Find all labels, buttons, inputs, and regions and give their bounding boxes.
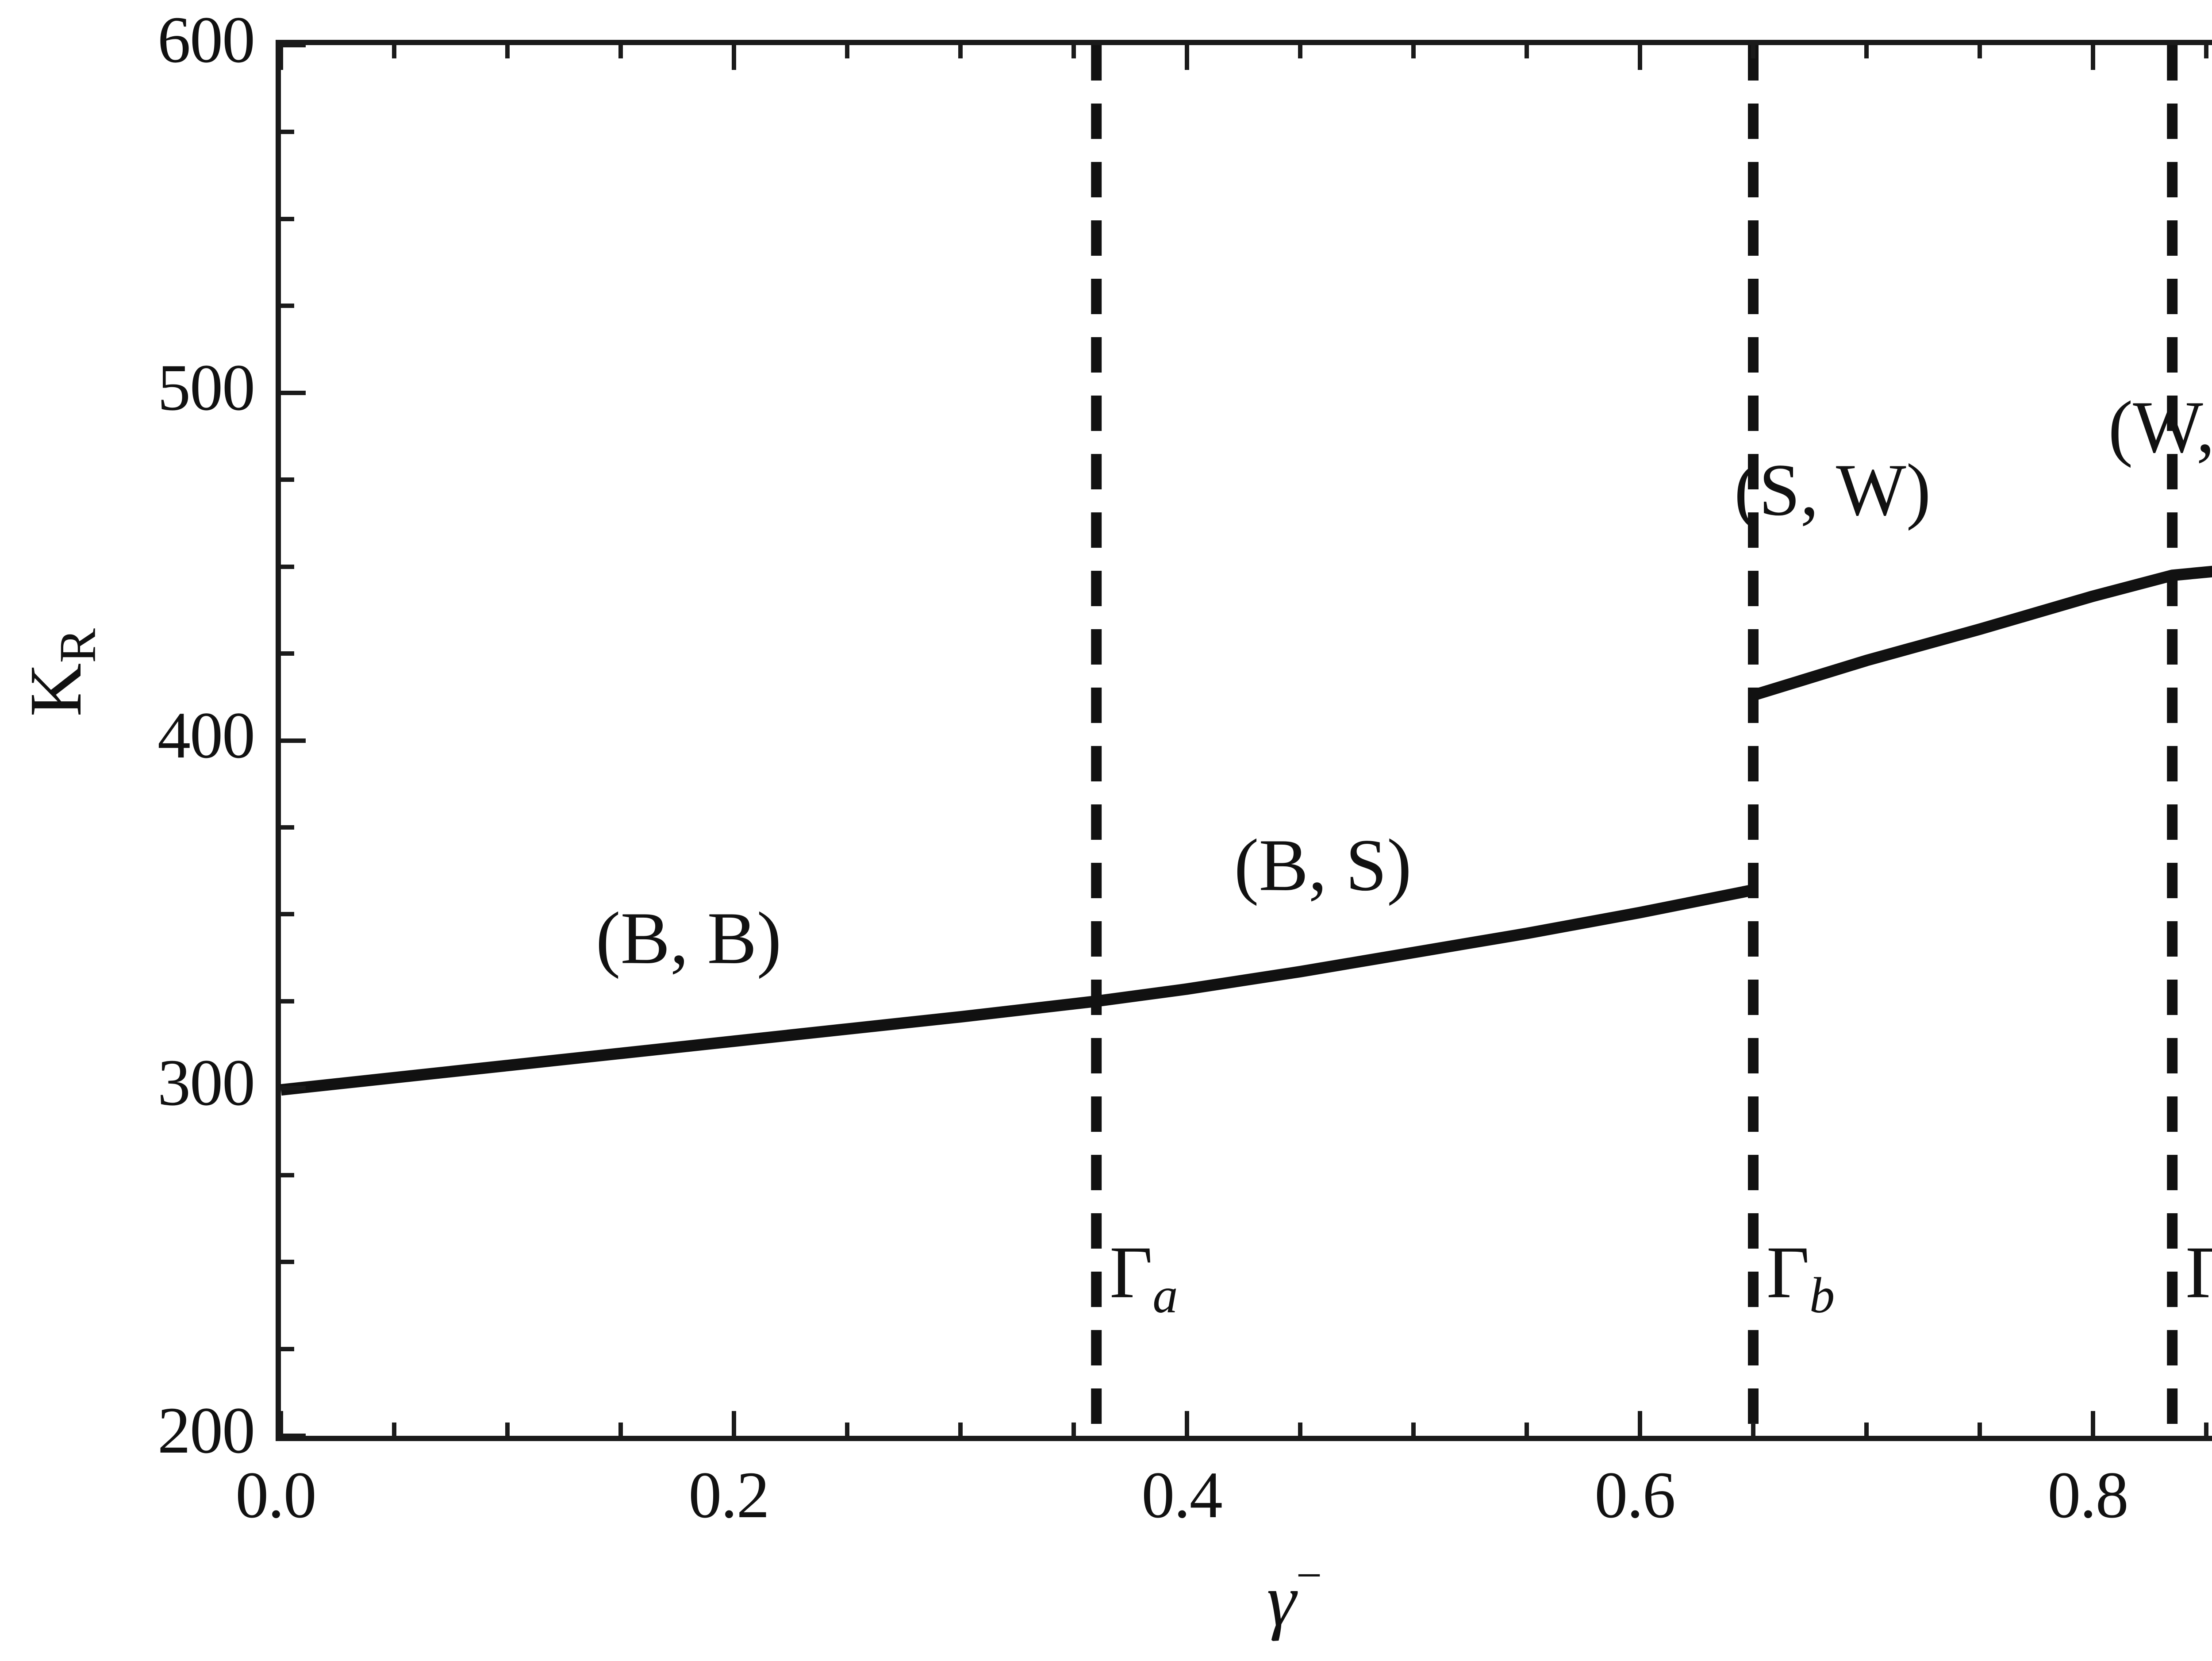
plot-svg xyxy=(280,45,2212,1436)
x-axis-title: γ− xyxy=(0,1549,2212,1643)
x-tick-mark xyxy=(1298,1423,1302,1436)
y-tick-label: 500 xyxy=(157,350,255,424)
x-tick-mark xyxy=(1071,45,1076,58)
x-tick-mark xyxy=(1185,45,1189,70)
gamma-symbol: Γ xyxy=(2185,1231,2212,1314)
y-tick-mark xyxy=(281,216,294,221)
x-tick-label: 0.6 xyxy=(1594,1458,1676,1532)
y-tick-mark xyxy=(281,1173,294,1177)
data-curve-2 xyxy=(1751,565,2212,701)
gamma-symbol: Γ xyxy=(1767,1231,1810,1314)
x-tick-mark xyxy=(1638,1411,1642,1436)
threshold-label-a: Γa xyxy=(1110,1230,1178,1324)
x-tick-mark xyxy=(1411,1423,1416,1436)
y-tick-label: 400 xyxy=(157,698,255,772)
threshold-label-c: Γc xyxy=(2185,1230,2212,1324)
y-tick-mark xyxy=(281,564,294,569)
x-tick-mark xyxy=(958,45,963,58)
x-tick-mark xyxy=(845,45,849,58)
region-label: (W, W) xyxy=(2108,386,2212,469)
y-tick-mark xyxy=(281,1434,306,1438)
x-tick-mark xyxy=(392,1423,396,1436)
x-tick-mark xyxy=(618,45,623,58)
x-tick-mark xyxy=(732,45,736,70)
y-tick-mark xyxy=(281,130,294,135)
y-tick-mark xyxy=(281,1086,306,1091)
y-tick-mark xyxy=(281,651,294,656)
y-tick-mark xyxy=(281,390,306,395)
y-tick-mark xyxy=(281,43,306,47)
y-axis-title-main: K xyxy=(15,663,97,717)
x-tick-mark xyxy=(2204,45,2208,58)
x-tick-label: 0.4 xyxy=(1141,1458,1223,1532)
x-tick-mark xyxy=(1525,1423,1529,1436)
plot-area: (B, B)(B, S)(S, W)(W, W) ΓaΓbΓc xyxy=(276,40,2212,1441)
x-tick-mark xyxy=(1864,45,1869,58)
y-tick-mark xyxy=(281,738,306,743)
x-tick-mark xyxy=(392,45,396,58)
y-tick-mark xyxy=(281,477,294,482)
x-tick-mark xyxy=(1751,1423,1755,1436)
y-tick-mark xyxy=(281,304,294,308)
x-tick-mark xyxy=(2091,45,2095,70)
x-tick-mark xyxy=(279,45,283,70)
x-tick-mark xyxy=(1071,1423,1076,1436)
threshold-label-b: Γb xyxy=(1767,1230,1835,1324)
x-tick-label: 0.0 xyxy=(235,1458,317,1532)
x-tick-mark xyxy=(1298,45,1302,58)
x-tick-mark xyxy=(1185,1411,1189,1436)
y-tick-mark xyxy=(281,1260,294,1265)
x-tick-mark xyxy=(505,1423,510,1436)
x-tick-mark xyxy=(1978,45,1982,58)
x-tick-mark xyxy=(1751,45,1755,58)
y-tick-label: 200 xyxy=(157,1394,255,1467)
gamma-subscript: a xyxy=(1152,1267,1178,1323)
x-tick-mark xyxy=(732,1411,736,1436)
gamma-symbol: Γ xyxy=(1110,1231,1153,1314)
y-tick-mark xyxy=(281,1346,294,1351)
x-tick-mark xyxy=(1525,45,1529,58)
region-label: (S, W) xyxy=(1734,449,1931,531)
x-tick-mark xyxy=(958,1423,963,1436)
x-tick-mark xyxy=(1978,1423,1982,1436)
x-tick-mark xyxy=(2204,1423,2208,1436)
data-curve-1 xyxy=(280,884,1755,1096)
y-tick-mark xyxy=(281,912,294,917)
y-tick-label: 600 xyxy=(157,3,255,77)
x-tick-mark xyxy=(1864,1423,1869,1436)
x-tick-mark xyxy=(1638,45,1642,70)
x-tick-label: 0.8 xyxy=(2047,1458,2129,1532)
y-axis-title: KR xyxy=(13,628,108,717)
x-axis-title-main: γ xyxy=(1267,1559,1296,1642)
x-tick-mark xyxy=(279,1411,283,1436)
y-axis-title-subscript: R xyxy=(49,628,107,663)
y-tick-mark xyxy=(281,999,294,1004)
x-tick-mark xyxy=(1411,45,1416,58)
x-axis-title-superscript: − xyxy=(1296,1549,1322,1601)
x-tick-mark xyxy=(618,1423,623,1436)
x-tick-label: 0.2 xyxy=(688,1458,770,1532)
gamma-subscript: b xyxy=(1809,1267,1835,1323)
x-tick-mark xyxy=(845,1423,849,1436)
y-tick-mark xyxy=(281,825,294,830)
y-tick-label: 300 xyxy=(157,1046,255,1120)
x-tick-mark xyxy=(505,45,510,58)
region-label: (B, S) xyxy=(1234,824,1412,907)
x-tick-mark xyxy=(2091,1411,2095,1436)
region-label: (B, B) xyxy=(595,897,782,980)
